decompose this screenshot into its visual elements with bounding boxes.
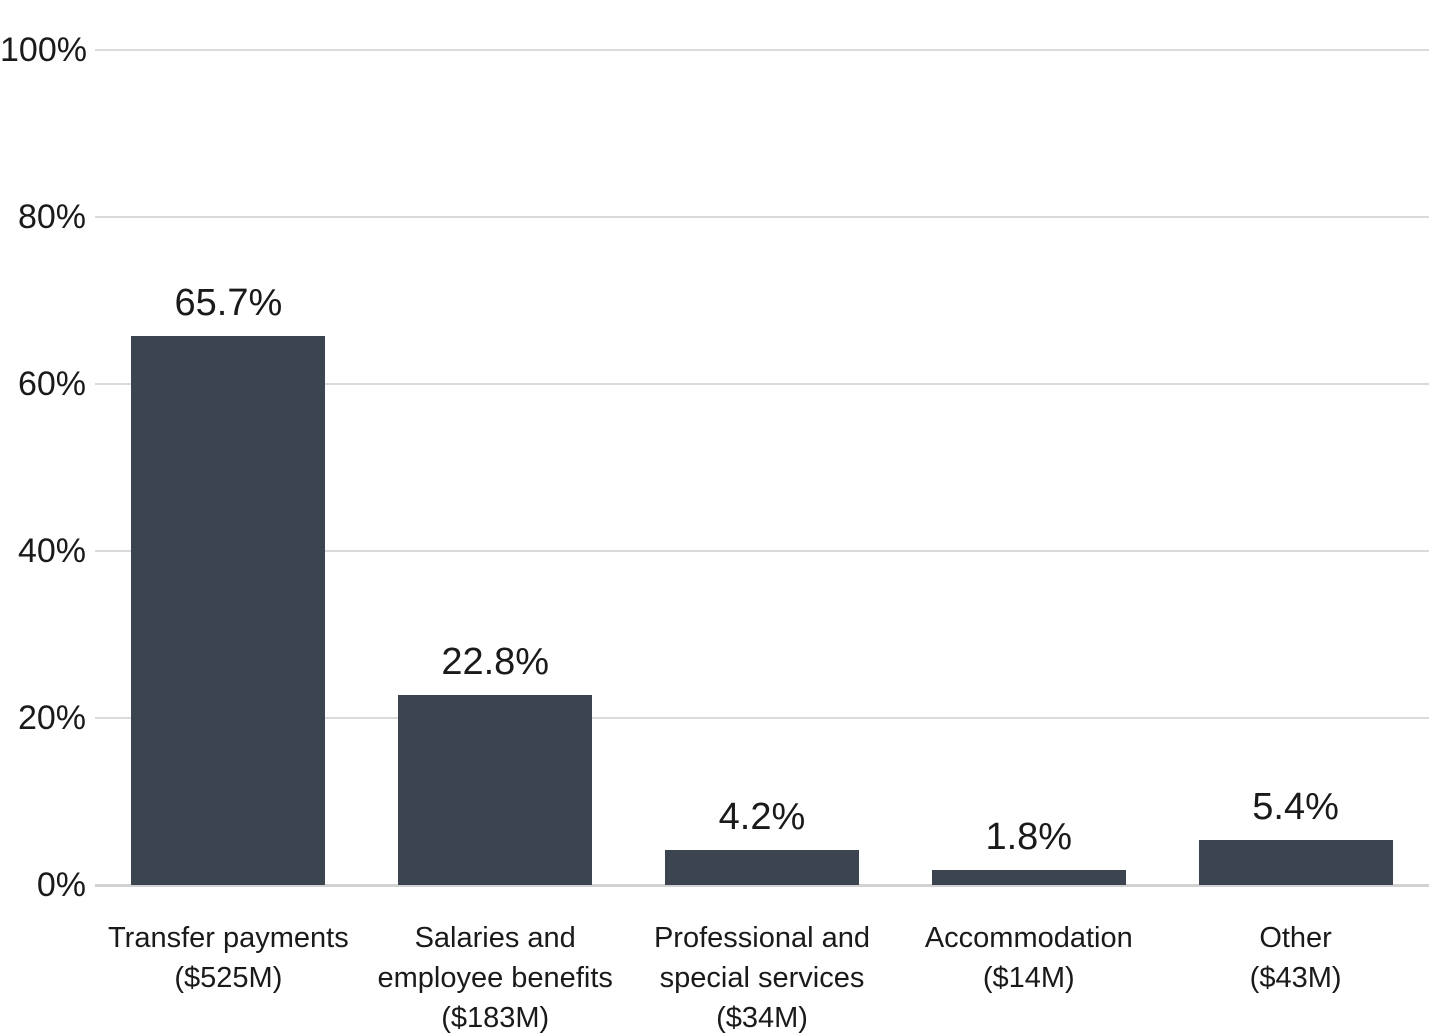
y-tick-label-100: 100% — [0, 31, 87, 69]
plot-area — [95, 49, 1429, 887]
category-label: Accommodation ($14M) — [895, 918, 1162, 1034]
bar-value-label: 4.2% — [718, 795, 806, 838]
category-label-line: ($183M) — [441, 1002, 550, 1034]
bar-column: 1.8% — [895, 50, 1162, 885]
category-label-line: Professional and — [653, 922, 870, 954]
bar — [664, 849, 859, 885]
gridline-40 — [95, 550, 1429, 552]
bar-column: 4.2% — [629, 50, 896, 885]
category-label-line: Salaries and — [414, 922, 576, 954]
gridline-60 — [95, 383, 1429, 385]
x-axis-baseline — [95, 884, 1429, 887]
gridline-20 — [95, 717, 1429, 719]
category-label: Professional and special services ($34M) — [629, 918, 896, 1034]
category-label-line: ($525M) — [174, 962, 283, 994]
category-label-line: Other — [1259, 922, 1332, 954]
category-label-line: ($43M) — [1249, 962, 1342, 994]
y-tick-label-60: 60% — [17, 365, 86, 403]
category-label-line: employee benefits — [377, 962, 613, 994]
bar — [131, 336, 326, 885]
category-label: Transfer payments ($525M) — [95, 918, 362, 1034]
bar-value-label: 5.4% — [1252, 785, 1339, 828]
category-label-line: Accommodation — [924, 922, 1133, 954]
category-label-line: ($34M) — [716, 1002, 808, 1034]
bar-column: 5.4% — [1162, 50, 1429, 885]
x-axis-category-labels: Transfer payments ($525M) Salaries and empl… — [95, 918, 1429, 1034]
bar-value-label: 22.8% — [441, 640, 550, 683]
y-tick-label-80: 80% — [17, 198, 86, 236]
bar — [1198, 839, 1393, 885]
bar-value-label: 1.8% — [985, 815, 1073, 858]
category-label-line: special services — [659, 962, 865, 994]
bar — [398, 694, 593, 885]
gridline-80 — [95, 216, 1429, 218]
bar — [931, 869, 1126, 885]
bars-container: 65.7% 22.8% 4.2% 1.8% 5.4% — [95, 50, 1429, 885]
bar-value-label: 65.7% — [174, 282, 283, 325]
bar-column: 22.8% — [362, 50, 629, 885]
y-tick-label-40: 40% — [17, 532, 86, 570]
bar-column: 65.7% — [95, 50, 362, 885]
category-label: Salaries and employee benefits ($183M) — [362, 918, 629, 1034]
gridline-100 — [95, 49, 1429, 51]
y-tick-label-20: 20% — [17, 699, 86, 737]
y-tick-label-0: 0% — [36, 866, 86, 904]
category-label-line: ($14M) — [982, 962, 1075, 994]
category-label: Other ($43M) — [1162, 918, 1429, 1034]
category-label-line: Transfer payments — [108, 922, 349, 954]
